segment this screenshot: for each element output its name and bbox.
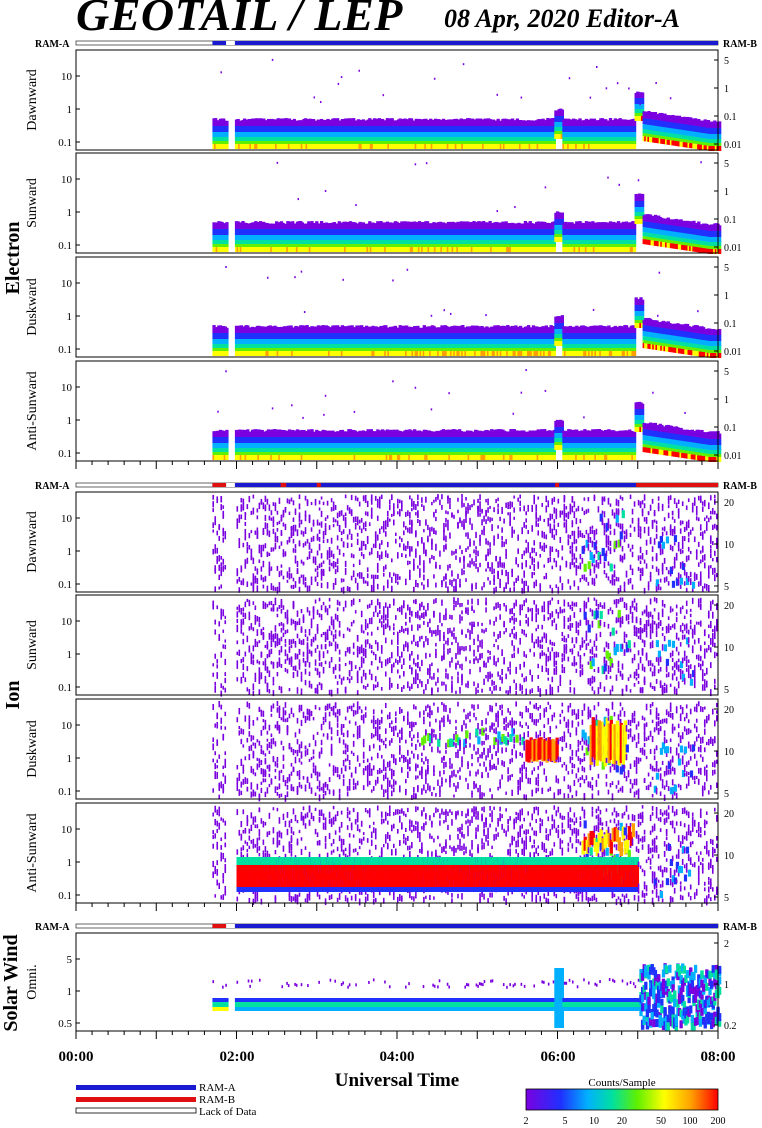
spectrum-cell	[382, 94, 385, 97]
spectrum-cell	[640, 193, 645, 201]
spectrum-cell	[449, 312, 452, 315]
spectrum-cell	[640, 104, 645, 109]
spectrum-cell	[655, 82, 657, 85]
spectrum-cell	[568, 77, 571, 80]
spectrum-cell	[225, 344, 229, 348]
spectrum-cell	[271, 58, 274, 61]
spectrum-cell	[552, 244, 556, 247]
spectrum-cell	[640, 98, 645, 104]
spectrum-cell	[313, 96, 316, 99]
spectrum-cell	[433, 77, 436, 80]
spectrum-cell	[225, 229, 229, 235]
spectrum-cell	[632, 118, 637, 126]
spectrum-cell	[225, 351, 229, 356]
page-title: GEOTAIL / LEP	[76, 0, 403, 40]
spectrum-cell	[718, 121, 722, 128]
spectrum-cell	[266, 276, 269, 279]
spectrum-cell	[225, 348, 229, 351]
spectrum-cell	[225, 240, 229, 244]
spectrum-cell	[225, 144, 229, 149]
spectrum-cell	[632, 137, 637, 141]
spectrum-cell	[220, 71, 222, 74]
spectrum-cell	[718, 134, 722, 139]
spectrum-cell	[718, 143, 722, 146]
spectrum-cell	[462, 63, 465, 66]
spectrum-cell	[319, 101, 322, 104]
spectrum-cell	[340, 76, 343, 79]
spectrum-cell	[718, 139, 722, 143]
spectrum-cell	[560, 116, 565, 122]
spectrum-cell	[544, 186, 547, 189]
spectrum-cell	[514, 206, 516, 209]
spectrum-cell	[560, 109, 565, 116]
spectrum-cell	[300, 270, 303, 273]
spectrum-cell	[297, 198, 299, 201]
spectrum-cell	[392, 279, 394, 282]
spectrum-cell	[632, 141, 637, 144]
spectrum-cell	[485, 314, 487, 317]
spectrum-cell	[294, 276, 296, 279]
spectrum-cell	[225, 120, 229, 126]
spectrum-cell	[552, 141, 556, 144]
spectrum-cell	[225, 339, 229, 344]
spectrum-cell	[355, 204, 357, 207]
spectrum-cell	[520, 96, 523, 99]
spectrum-cell	[640, 207, 645, 212]
spectrum-cell	[552, 144, 556, 149]
spectrum-cell	[225, 222, 229, 229]
spectrum-cell	[358, 69, 360, 72]
spectrum-cell	[640, 109, 645, 113]
spectrum-cell	[640, 201, 645, 207]
spectrum-cell	[342, 278, 344, 281]
spectrum-cell	[632, 144, 637, 149]
spectrum-cell	[496, 210, 499, 213]
spectrum-cell	[225, 333, 229, 339]
spectrum-cell	[406, 268, 409, 271]
spectrum-cell	[225, 327, 229, 333]
spectrum-cell	[496, 93, 499, 96]
spectrum-cell	[276, 161, 279, 164]
spectrum-cell	[669, 97, 672, 100]
spectrum-cell	[225, 266, 227, 269]
spectrum-cell	[605, 87, 608, 90]
spectrum-cell	[337, 82, 340, 85]
spectrum-cell	[225, 132, 229, 137]
spectrum-cell	[632, 132, 637, 137]
spectrum-cell	[632, 223, 637, 229]
spectrum-cell	[425, 162, 428, 165]
spectrum-cell	[596, 65, 598, 68]
spectrum-cell	[628, 87, 630, 90]
spectrum-cell	[225, 126, 229, 132]
spectrum-cell	[324, 190, 327, 193]
spectrum-cell	[637, 179, 640, 182]
spectrum-cell	[560, 212, 565, 219]
spectrum-cell	[718, 128, 722, 134]
spectrum-cell	[632, 229, 637, 235]
spectrum-cell	[443, 309, 446, 312]
spectrum-cell	[718, 146, 722, 151]
spectrum-cell	[414, 163, 417, 166]
spectrum-cell	[430, 314, 433, 317]
spectrum-cell	[632, 126, 637, 132]
spectrum-cell	[225, 244, 229, 247]
spectrum-cell	[640, 92, 645, 98]
spectrum-cell	[607, 176, 609, 179]
spectrum-cell	[225, 235, 229, 240]
spectrum-cell	[632, 235, 637, 240]
spectrum-cell	[632, 244, 637, 247]
spectrum-cell	[303, 311, 306, 314]
spectrum-cell	[225, 141, 229, 144]
date-editor-label: 08 Apr, 2020 Editor-A	[444, 4, 680, 33]
spectrum-cell	[700, 161, 702, 164]
spectrum-cell	[639, 103, 641, 106]
spectrum-cell	[225, 137, 229, 141]
spectrum-cell	[632, 240, 637, 244]
spectrum-cell	[225, 247, 229, 252]
spectrum-cell	[632, 247, 637, 252]
spectrum-cell	[552, 247, 556, 252]
spectrum-cell	[618, 183, 620, 186]
spectrum-cell	[616, 82, 619, 85]
spectrum-cell	[589, 96, 592, 99]
